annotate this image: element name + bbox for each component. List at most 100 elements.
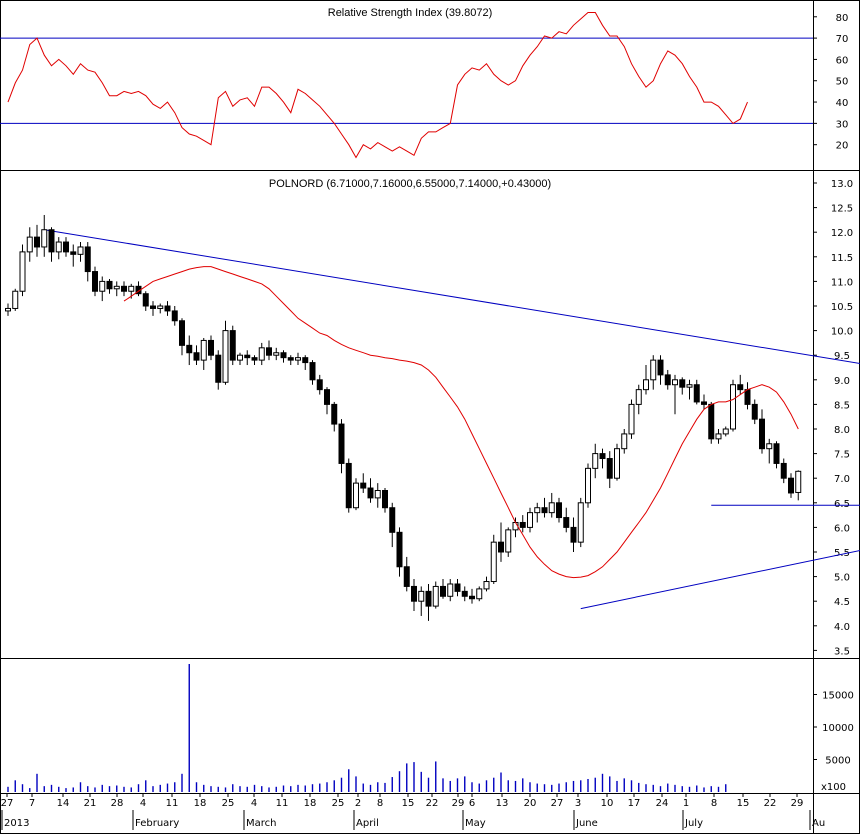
candle-body: [374, 490, 381, 499]
x-tick-label: 18: [304, 798, 317, 809]
candle-body: [759, 418, 765, 450]
price-ytick-label: 5.5: [834, 548, 850, 559]
candle-body: [41, 229, 48, 248]
candle-body: [142, 293, 149, 307]
candle-body: [534, 507, 541, 514]
price-ytick-label: 11.5: [831, 253, 853, 264]
candle-body: [715, 433, 722, 440]
candle-body: [440, 585, 446, 597]
candle-body: [461, 590, 468, 597]
candle-body: [338, 423, 345, 464]
candle-body: [418, 590, 425, 602]
candle-body: [19, 251, 26, 292]
candle-body: [382, 490, 388, 509]
candle-body: [389, 507, 396, 533]
candle-body: [244, 354, 251, 359]
price-ytick-label: 9.0: [834, 376, 850, 387]
x-tick-label: 18: [194, 798, 207, 809]
x-month-label: May: [465, 818, 486, 829]
candle-body: [650, 359, 657, 381]
candle-body: [498, 541, 504, 553]
x-tick-label: 27: [1, 798, 14, 809]
candle-body: [12, 290, 19, 309]
x-tick-label: 22: [426, 798, 439, 809]
trendline-1: [44, 229, 860, 364]
x-tick-label: 28: [111, 798, 124, 809]
candle-body: [26, 236, 33, 253]
candle-body: [585, 467, 591, 504]
candle-body: [150, 305, 156, 309]
x-tick-label: 29: [452, 798, 465, 809]
price-ytick-label: 3.5: [834, 646, 850, 657]
candle-body: [693, 384, 700, 403]
candle-body: [751, 403, 758, 420]
candle-body: [454, 583, 461, 592]
price-ytick-label: 6.5: [834, 499, 850, 510]
rsi-ytick-label: 70: [836, 34, 849, 45]
price-ytick-label: 12.5: [831, 204, 853, 215]
candle-body: [353, 482, 359, 509]
candle-body: [490, 541, 497, 583]
candle-body: [171, 310, 178, 322]
candle-body: [679, 379, 686, 388]
price-ytick-label: 11.0: [831, 277, 853, 288]
candle-body: [266, 347, 272, 356]
candle-body: [77, 246, 84, 255]
candle-body: [686, 384, 693, 388]
x-tick-label: 13: [496, 798, 509, 809]
volume-unit-label: x100: [821, 782, 846, 793]
candle-body: [55, 241, 62, 253]
candle-body: [186, 344, 193, 354]
candle-body: [701, 401, 707, 405]
candle-body: [164, 305, 171, 312]
candle-body: [592, 453, 599, 469]
candle-body: [99, 280, 106, 292]
rsi-ytick-label: 40: [836, 98, 849, 109]
x-tick-label: 10: [601, 798, 614, 809]
rsi-ytick-label: 80: [836, 13, 849, 24]
candle-body: [766, 443, 773, 450]
x-tick-label: 14: [57, 798, 70, 809]
price-ytick-label: 12.0: [831, 228, 853, 239]
x-month-label: Au: [812, 818, 825, 829]
x-tick-label: 20: [524, 798, 537, 809]
x-tick-label: 4: [140, 798, 146, 809]
rsi-title: Relative Strength Index (39.8072): [328, 7, 493, 19]
candle-body: [70, 251, 77, 255]
candle-body: [121, 285, 127, 292]
candle-body: [396, 531, 403, 568]
candle-body: [229, 330, 236, 361]
trendline-2: [580, 549, 860, 610]
candle-body: [643, 379, 649, 391]
x-tick-label: 6: [469, 798, 475, 809]
x-tick-label: 29: [791, 798, 804, 809]
candle-body: [193, 352, 200, 361]
x-tick-label: 1: [683, 798, 689, 809]
candle-body: [599, 453, 606, 460]
candle-body: [84, 246, 91, 273]
price-panel: 13.0 12.5 12.0 11.5 11.0 10.5 10.0 9.5 9.0 8.5 8.0…: [5, 179, 860, 657]
candle-body: [664, 374, 671, 386]
x-tick-label: 3: [575, 798, 581, 809]
candle-body: [367, 487, 374, 499]
candle-body: [48, 229, 55, 253]
candle-body: [744, 389, 751, 405]
candle-body: [722, 428, 729, 435]
x-tick-label: 21: [84, 798, 97, 809]
candle-body: [345, 462, 352, 509]
candle-body: [316, 379, 323, 391]
candle-body: [483, 581, 490, 590]
candle-body: [795, 470, 802, 493]
x-tick-label: 4: [251, 798, 257, 809]
candle-body: [92, 271, 98, 292]
candle-body: [527, 512, 533, 528]
candle-body: [577, 502, 584, 543]
rsi-line: [7, 12, 748, 159]
price-ytick-label: 13.0: [831, 179, 853, 190]
candle-body: [237, 354, 243, 361]
x-tick-label: 11: [276, 798, 289, 809]
candle-body: [179, 320, 185, 346]
candle-body: [628, 403, 635, 435]
candle-body: [200, 339, 207, 361]
candle-body: [773, 443, 780, 464]
